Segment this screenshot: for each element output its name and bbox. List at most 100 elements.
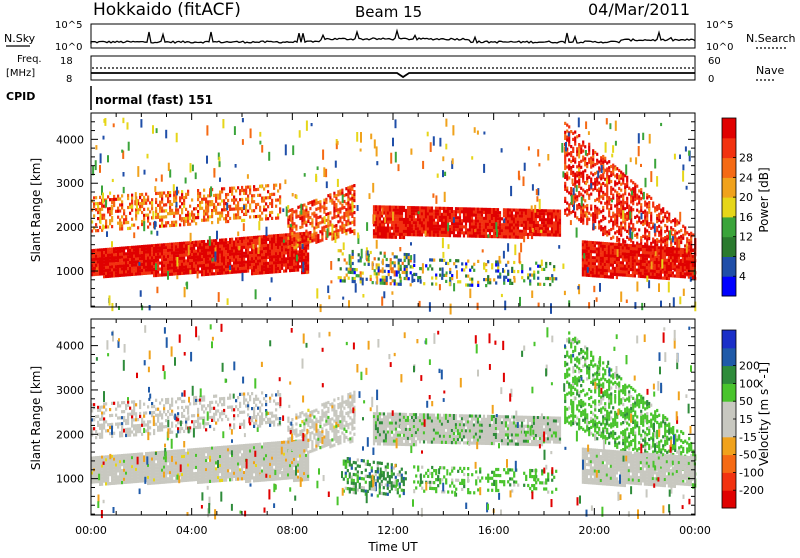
heatmap-cell	[417, 276, 419, 279]
heatmap-cell	[285, 251, 287, 254]
heatmap-cell	[381, 226, 383, 229]
heatmap-cell	[433, 210, 435, 213]
heatmap-cell	[105, 222, 107, 225]
heatmap-cell	[345, 208, 347, 211]
heatmap-cell	[341, 222, 343, 225]
heatmap-cell	[273, 187, 275, 190]
heatmap-cell	[598, 199, 600, 202]
heatmap-cell	[241, 258, 243, 261]
heatmap-cell	[379, 220, 381, 223]
heatmap-cell	[119, 265, 121, 268]
heatmap-cell	[161, 258, 163, 261]
heatmap-cell	[483, 208, 485, 211]
heatmap-cell	[586, 165, 588, 168]
heatmap-cell	[606, 185, 608, 188]
heatmap-cell	[185, 262, 187, 265]
heatmap-cell	[125, 255, 127, 258]
heatmap-cell	[578, 182, 580, 185]
heatmap-cell	[523, 279, 525, 282]
heatmap-cell	[586, 250, 588, 253]
heatmap-cell	[634, 234, 636, 237]
heatmap-cell	[614, 204, 616, 207]
heatmap-cell	[159, 192, 161, 195]
heatmap-cell	[335, 197, 337, 200]
heatmap-cell	[133, 255, 135, 258]
heatmap-cell	[640, 275, 642, 278]
heatmap-cell	[473, 220, 475, 223]
heatmap-cell	[195, 250, 197, 253]
heatmap-cell	[145, 254, 147, 257]
heatmap-cell	[624, 274, 626, 277]
heatmap-cell	[662, 216, 664, 219]
heatmap-cell	[101, 260, 103, 263]
heatmap-cell	[628, 247, 630, 250]
heatmap-cell	[321, 217, 323, 220]
heatmap-cell	[405, 209, 407, 212]
heatmap-cell	[582, 210, 584, 213]
heatmap-cell	[401, 215, 403, 218]
heatmap-cell	[99, 211, 101, 214]
heatmap-cell	[217, 221, 219, 224]
heatmap-cell	[392, 279, 394, 282]
heatmap-cell	[670, 262, 672, 265]
heatmap-cell	[135, 255, 137, 258]
heatmap-cell	[181, 211, 183, 214]
heatmap-cell	[644, 248, 646, 251]
heatmap-cell	[277, 270, 279, 273]
heatmap-cell	[353, 205, 355, 208]
heatmap-cell	[499, 276, 501, 279]
freq-label-2: [MHz]	[6, 68, 35, 79]
heatmap-cell	[533, 233, 535, 236]
heatmap-cell	[515, 227, 517, 230]
heatmap-cell	[584, 249, 586, 252]
heatmap-cell	[570, 145, 572, 148]
heatmap-cell	[205, 264, 207, 267]
heatmap-cell	[610, 186, 612, 189]
heatmap-cell	[129, 252, 131, 255]
heatmap-cell	[618, 211, 620, 214]
heatmap-cell	[501, 223, 503, 226]
heatmap-cell	[233, 259, 235, 262]
heatmap-cell	[435, 234, 437, 237]
heatmap-cell	[381, 229, 383, 232]
heatmap-cell	[391, 206, 393, 209]
heatmap-cell	[311, 212, 313, 215]
heatmap-cell	[370, 275, 372, 278]
heatmap-cell	[638, 260, 640, 263]
heatmap-cell	[376, 146, 378, 156]
heatmap-cell	[660, 255, 662, 258]
heatmap-cell	[664, 215, 666, 218]
heatmap-cell	[489, 220, 491, 223]
heatmap-cell	[376, 263, 378, 266]
heatmap-cell	[419, 227, 421, 230]
heatmap-cell	[509, 214, 511, 217]
heatmap-cell	[646, 245, 648, 248]
heatmap-cell	[584, 273, 586, 276]
heatmap-cell	[360, 259, 362, 262]
heatmap-cell	[195, 216, 197, 219]
heatmap-cell	[439, 210, 441, 213]
heatmap-cell	[275, 184, 277, 187]
heatmap-cell	[479, 208, 481, 211]
heatmap-cell	[109, 266, 111, 269]
heatmap-cell	[149, 265, 151, 268]
heatmap-cell	[469, 228, 471, 231]
heatmap-cell	[374, 269, 376, 272]
heatmap-cell	[377, 217, 379, 220]
heatmap-cell	[235, 189, 237, 192]
heatmap-cell	[133, 249, 135, 252]
heatmap-cell	[255, 206, 257, 209]
heatmap-cell	[596, 274, 598, 277]
heatmap-cell	[245, 198, 247, 201]
heatmap-cell	[646, 263, 648, 266]
heatmap-cell	[271, 205, 273, 208]
heatmap-cell	[293, 234, 295, 237]
heatmap-cell	[346, 274, 348, 277]
heatmap-cell	[612, 261, 614, 264]
heatmap-cell	[566, 187, 568, 190]
heatmap-cell	[507, 217, 509, 220]
heatmap-cell	[217, 242, 219, 245]
heatmap-cell	[239, 216, 241, 219]
heatmap-cell	[273, 246, 275, 249]
heatmap-cell	[421, 212, 423, 215]
